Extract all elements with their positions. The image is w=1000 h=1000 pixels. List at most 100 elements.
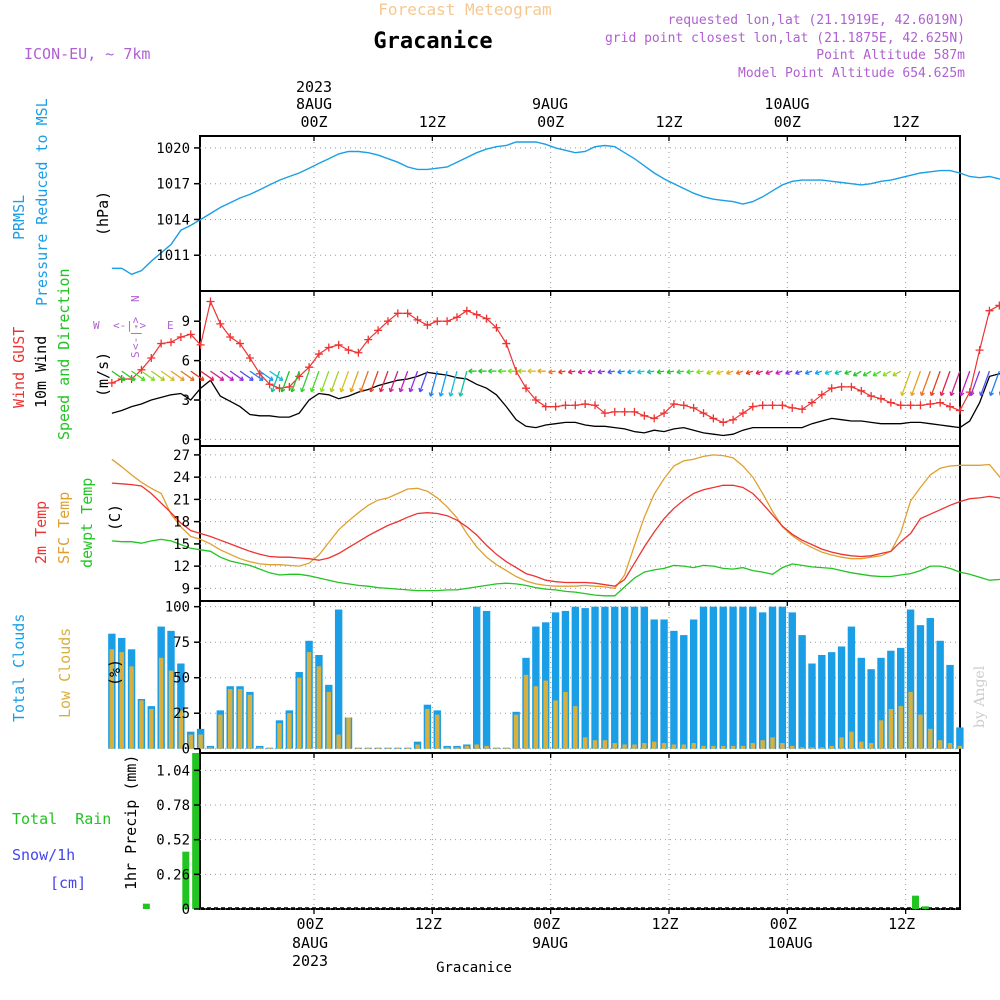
- low-clouds-bar: [385, 747, 391, 749]
- wind-gust-point-marker: [275, 384, 284, 393]
- wind-direction-arrowhead: [497, 368, 503, 374]
- wind-direction-arrowhead: [120, 376, 126, 381]
- wind-direction-arrow: [210, 370, 224, 381]
- wind-gust-point-marker: [226, 332, 235, 341]
- y-tick-label: 0: [182, 902, 190, 918]
- wind-direction-arrow: [439, 370, 448, 397]
- wind-direction-arrow: [229, 370, 244, 381]
- top-hour-label: 12Z: [655, 113, 682, 131]
- low-clouds-bar: [306, 652, 312, 749]
- low-clouds-bar: [513, 714, 519, 749]
- low-clouds-bar: [928, 728, 933, 749]
- low-clouds-bar: [395, 747, 401, 749]
- wind-direction-arrowhead: [979, 391, 985, 397]
- total-clouds-bar: [778, 606, 787, 749]
- total-clouds-bar: [867, 669, 875, 749]
- compass-cross-horizontal: <-|->: [113, 319, 146, 332]
- wind-gust-point-marker: [374, 326, 383, 335]
- wind-direction-arrowhead: [814, 369, 820, 376]
- location-title: Gracanice: [373, 29, 492, 54]
- low-clouds-bar: [464, 745, 470, 749]
- wind-direction-arrowhead: [140, 376, 146, 381]
- wind-direction-arrowhead: [229, 376, 235, 381]
- wind-gust-point-marker: [758, 401, 767, 410]
- low-clouds-bar: [602, 740, 608, 749]
- wind-direction-arrow: [910, 370, 922, 396]
- wind-direction-arrow: [449, 370, 458, 397]
- y-tick-label: 18: [173, 515, 190, 531]
- wind-direction-arrow: [882, 370, 892, 377]
- wind-gust-point-marker: [423, 321, 432, 330]
- wind-gust-point-marker: [669, 399, 678, 408]
- wind-direction-arrowhead: [949, 391, 955, 397]
- wind-direction-arrowhead: [478, 368, 483, 374]
- low-clouds-bar: [543, 680, 548, 749]
- y-tick-label: 1017: [156, 177, 190, 193]
- wind-direction-arrowhead: [627, 369, 632, 375]
- wind-gust-point-marker: [620, 407, 629, 416]
- wind-gust-point-marker: [541, 402, 550, 411]
- top-hour-label: 00Z: [300, 113, 327, 131]
- wind-direction-arrowhead: [527, 368, 532, 374]
- wind-direction-arrow: [180, 370, 195, 381]
- y-tick-label: 1014: [156, 212, 190, 228]
- wind-direction-arrowhead: [349, 387, 355, 393]
- wind-direction-arrowhead: [458, 392, 464, 397]
- wind-gust-point-marker: [699, 409, 708, 418]
- wind-gust-point-marker: [383, 317, 392, 326]
- pressure-label-prmsl: PRMSL: [10, 195, 28, 240]
- low-clouds-bar: [405, 747, 410, 749]
- wind-gust-point-marker: [896, 401, 905, 410]
- wind-direction-arrowhead: [795, 369, 800, 376]
- total-clouds-bar: [827, 652, 836, 749]
- total-clouds-bar: [177, 663, 185, 749]
- wind-gust-point-marker: [314, 350, 323, 359]
- low-clouds-bar: [799, 747, 805, 749]
- footer-location: Gracanice: [436, 960, 512, 976]
- wind-direction-arrowhead: [300, 387, 306, 393]
- total-clouds-bar: [798, 635, 806, 749]
- low-clouds-label: Low Clouds: [56, 628, 74, 718]
- low-clouds-bar: [346, 717, 351, 749]
- low-clouds-bar: [671, 744, 677, 749]
- wind-gust-point-marker: [571, 401, 580, 410]
- pressure-unit: (hPa): [94, 191, 112, 236]
- total-clouds-bar: [581, 608, 589, 749]
- low-clouds-bar: [849, 731, 854, 749]
- wind-direction-arrowhead: [597, 369, 602, 375]
- wind-gust-point-marker: [551, 402, 560, 411]
- wind-direction-arrowhead: [270, 387, 276, 393]
- wind-direction-arrow: [259, 370, 274, 381]
- wind-direction-arrowhead: [872, 371, 878, 377]
- wind-direction-arrowhead: [309, 387, 315, 393]
- temp-sfc-label: SFC Temp: [55, 492, 73, 564]
- top-date-9aug: 9AUG: [532, 95, 568, 113]
- wind-direction-arrowhead: [804, 369, 810, 376]
- low-clouds-bar: [425, 708, 430, 749]
- wind-direction-arrow: [920, 370, 931, 396]
- total-clouds-bar: [749, 606, 757, 749]
- wind-gust-point-marker: [768, 401, 777, 410]
- total-clouds-bar: [946, 664, 954, 749]
- wind-direction-arrowhead: [199, 376, 205, 381]
- low-clouds-bar: [326, 691, 331, 749]
- wind-direction-arrowhead: [408, 387, 414, 393]
- y-tick-label: 27: [173, 448, 190, 464]
- wind-gust-point-marker: [561, 401, 570, 410]
- wind-direction-arrowhead: [398, 387, 404, 393]
- top-year-label: 2023: [296, 78, 332, 96]
- wind-direction-arrow: [200, 370, 215, 381]
- wind-gust-point-marker: [462, 306, 471, 315]
- low-clouds-bar: [888, 708, 894, 749]
- wind-direction-arrow: [291, 370, 300, 393]
- watermark: by Angel: [972, 665, 988, 728]
- bottom-date-10aug: 10AUG: [767, 934, 812, 952]
- wind-direction-arrow: [409, 370, 419, 393]
- wind-direction-arrowhead: [939, 391, 945, 397]
- wind-gust-point-marker: [886, 398, 895, 407]
- low-clouds-bar: [632, 744, 637, 749]
- wind-direction-arrow: [121, 370, 136, 381]
- total-clouds-bar: [729, 606, 737, 749]
- total-clouds-bar: [768, 606, 777, 749]
- top-hour-label: 12Z: [892, 113, 919, 131]
